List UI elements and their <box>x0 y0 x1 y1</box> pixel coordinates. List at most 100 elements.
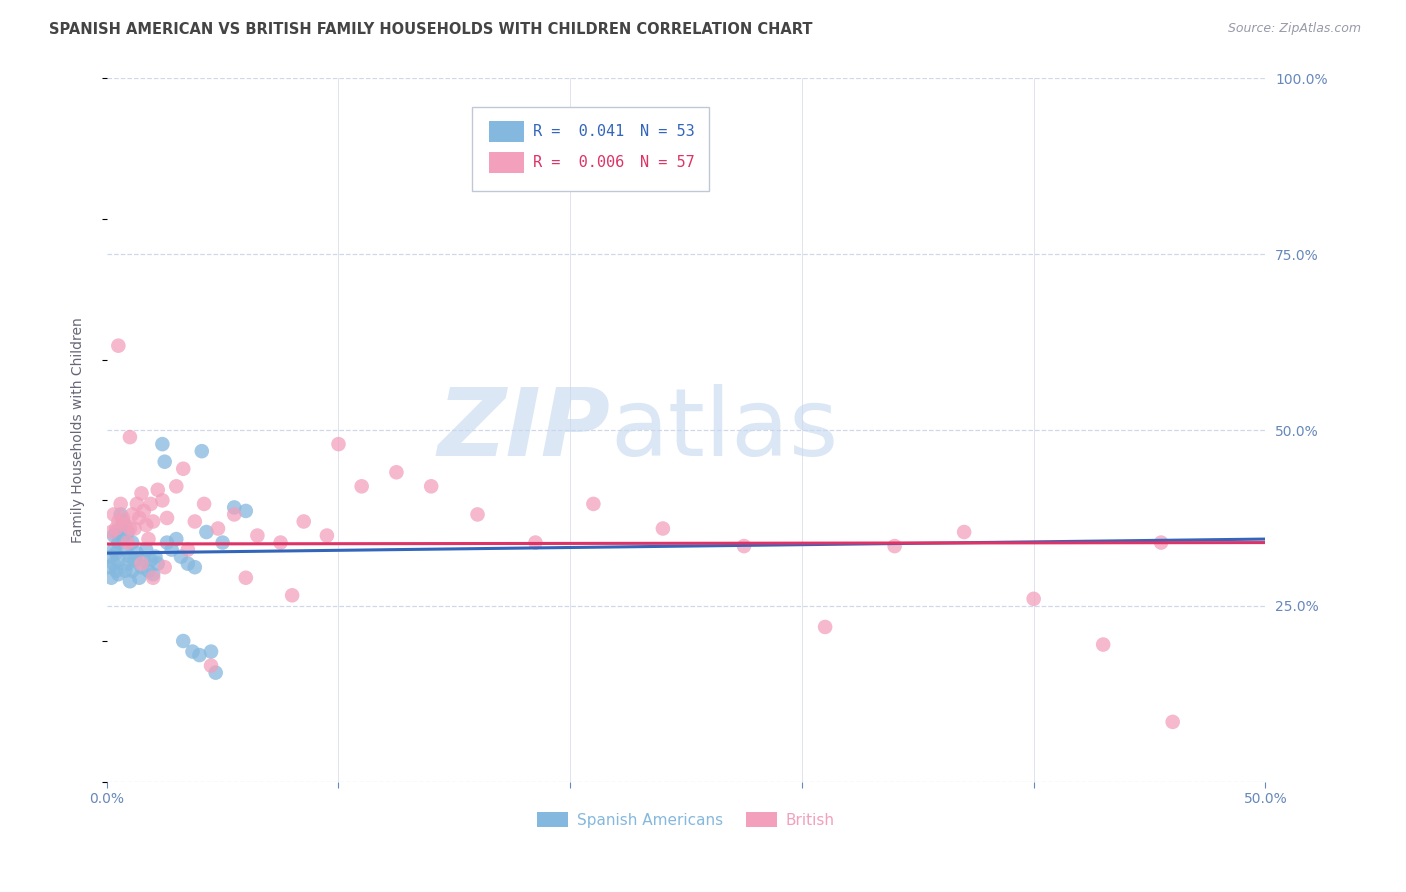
Point <box>103 508 125 522</box>
Point <box>235 504 257 518</box>
Point <box>153 455 176 469</box>
Point <box>195 524 218 539</box>
Point <box>110 508 132 522</box>
Point <box>128 511 150 525</box>
Point <box>1092 638 1115 652</box>
Point <box>118 430 141 444</box>
Point <box>131 560 153 574</box>
Point <box>146 557 169 571</box>
Point <box>111 515 134 529</box>
Point <box>110 497 132 511</box>
Text: R =  0.041: R = 0.041 <box>533 124 624 139</box>
Point <box>117 524 139 539</box>
Point <box>100 571 122 585</box>
Point <box>124 553 146 567</box>
Point <box>121 535 143 549</box>
Point <box>124 522 146 536</box>
Point <box>172 461 194 475</box>
Point <box>121 508 143 522</box>
Point <box>103 557 125 571</box>
Point <box>184 515 207 529</box>
Point <box>142 571 165 585</box>
Legend: Spanish Americans, British: Spanish Americans, British <box>531 805 841 834</box>
Point <box>117 557 139 571</box>
Point <box>105 564 128 578</box>
Point <box>156 511 179 525</box>
Point <box>582 497 605 511</box>
Point <box>138 564 160 578</box>
Point <box>177 557 200 571</box>
Point <box>107 515 129 529</box>
Text: N = 53: N = 53 <box>640 124 695 139</box>
Point <box>270 535 292 549</box>
Point <box>814 620 837 634</box>
Point <box>188 648 211 662</box>
Point <box>385 465 408 479</box>
Point <box>138 532 160 546</box>
Point <box>139 553 162 567</box>
Point <box>146 483 169 497</box>
Point <box>114 542 136 557</box>
Point <box>100 524 122 539</box>
Point <box>246 528 269 542</box>
Point <box>224 500 246 515</box>
Point <box>184 560 207 574</box>
Point <box>139 497 162 511</box>
Text: Source: ZipAtlas.com: Source: ZipAtlas.com <box>1227 22 1361 36</box>
Point <box>883 539 905 553</box>
Point <box>128 571 150 585</box>
Point <box>153 560 176 574</box>
Point <box>328 437 350 451</box>
Point <box>131 486 153 500</box>
Point <box>467 508 489 522</box>
Point <box>170 549 193 564</box>
Point <box>105 524 128 539</box>
Point <box>118 522 141 536</box>
Point <box>142 567 165 582</box>
Point <box>200 644 222 658</box>
Text: ZIP: ZIP <box>437 384 610 476</box>
Point <box>98 560 121 574</box>
Point <box>125 497 148 511</box>
Point <box>181 644 204 658</box>
Point <box>200 658 222 673</box>
Point <box>105 522 128 536</box>
Point <box>111 532 134 546</box>
Text: R =  0.006: R = 0.006 <box>533 155 624 170</box>
Point <box>103 528 125 542</box>
Point <box>193 497 215 511</box>
Point <box>281 588 304 602</box>
Point <box>1150 535 1173 549</box>
Point <box>350 479 373 493</box>
Point <box>135 542 157 557</box>
Point <box>177 542 200 557</box>
Point <box>207 522 229 536</box>
Point <box>211 535 233 549</box>
Point <box>953 524 976 539</box>
Text: N = 57: N = 57 <box>640 155 695 170</box>
Point <box>292 515 315 529</box>
Point <box>235 571 257 585</box>
Point <box>132 504 155 518</box>
Point <box>118 549 141 564</box>
Point <box>100 549 122 564</box>
Text: SPANISH AMERICAN VS BRITISH FAMILY HOUSEHOLDS WITH CHILDREN CORRELATION CHART: SPANISH AMERICAN VS BRITISH FAMILY HOUSE… <box>49 22 813 37</box>
Point <box>165 532 187 546</box>
Point <box>1022 591 1045 606</box>
Point <box>103 542 125 557</box>
Y-axis label: Family Households with Children: Family Households with Children <box>72 318 86 543</box>
Point <box>165 479 187 493</box>
Point <box>114 564 136 578</box>
Point <box>524 535 547 549</box>
Point <box>117 535 139 549</box>
Point <box>160 542 183 557</box>
Point <box>191 444 214 458</box>
FancyBboxPatch shape <box>489 120 524 142</box>
Point <box>107 535 129 549</box>
Point <box>204 665 226 680</box>
Point <box>172 634 194 648</box>
Point <box>1161 714 1184 729</box>
Point <box>121 564 143 578</box>
Point <box>118 574 141 589</box>
Point <box>142 515 165 529</box>
